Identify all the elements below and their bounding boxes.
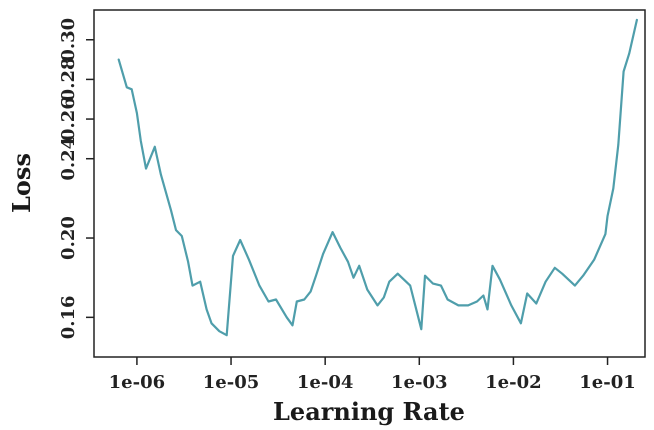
y-tick-label: 0.16 xyxy=(58,295,79,339)
x-tick-label: 1e-01 xyxy=(579,372,636,393)
x-axis-title: Learning Rate xyxy=(273,397,465,426)
y-axis-title: Loss xyxy=(7,153,36,213)
x-tick-label: 1e-04 xyxy=(297,372,354,393)
y-tick-label: 0.26 xyxy=(58,97,79,141)
y-tick-label: 0.28 xyxy=(58,57,79,101)
x-tick-label: 1e-02 xyxy=(485,372,542,393)
x-tick-label: 1e-06 xyxy=(109,372,166,393)
x-tick-label: 1e-05 xyxy=(203,372,260,393)
y-axis: 0.16 0.20 0.240.260.280.30 xyxy=(58,18,94,339)
x-axis: 1e-06 1e-05 1e-04 1e-03 1e-02 1e-01 xyxy=(109,357,636,393)
loss-series-line xyxy=(117,18,638,337)
y-tick-label: 0.20 xyxy=(58,216,79,260)
y-tick-label: 0.30 xyxy=(58,18,79,62)
y-tick-label: 0.24 xyxy=(58,137,79,181)
x-tick-label: 1e-03 xyxy=(391,372,448,393)
plot-frame xyxy=(93,9,646,358)
